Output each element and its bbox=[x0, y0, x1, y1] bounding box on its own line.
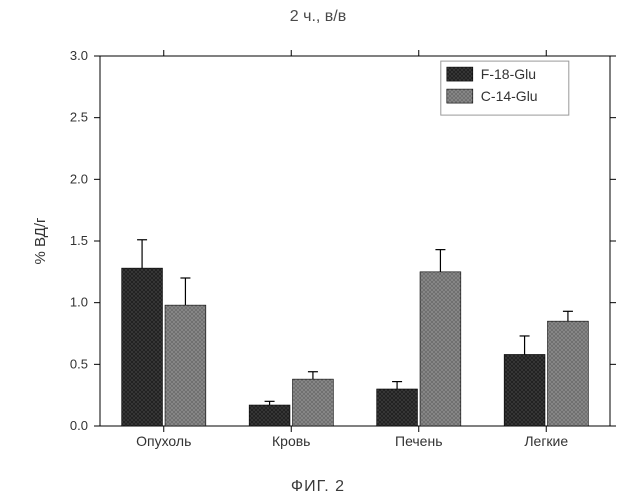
category-label: Печень bbox=[395, 433, 443, 449]
category-label: Легкие bbox=[524, 433, 568, 449]
category-label: Опухоль bbox=[136, 433, 191, 449]
bar bbox=[548, 321, 589, 426]
ytick-label: 2.5 bbox=[70, 110, 88, 125]
ytick-label: 0.0 bbox=[70, 418, 88, 433]
legend-label: C-14-Glu bbox=[481, 88, 538, 104]
y-axis-label: % ВД/г bbox=[32, 217, 49, 265]
figure-title: 2 ч., в/в bbox=[0, 8, 636, 26]
bar bbox=[420, 272, 461, 426]
category-label: Кровь bbox=[272, 433, 310, 449]
figure-caption: ФИГ. 2 bbox=[0, 478, 636, 496]
bar bbox=[165, 305, 206, 426]
legend-label: F-18-Glu bbox=[481, 66, 536, 82]
figure-wrapper: 2 ч., в/в 0.0 0.5 1.0 1.5 2.0 2.5 3.0 % ВД/г Опу… bbox=[0, 0, 636, 500]
bar bbox=[377, 389, 418, 426]
ytick-label: 3.0 bbox=[70, 48, 88, 63]
bar bbox=[293, 379, 334, 426]
ytick-label: 1.0 bbox=[70, 295, 88, 310]
bar bbox=[249, 405, 290, 426]
legend-swatch bbox=[447, 67, 473, 81]
ytick-label: 2.0 bbox=[70, 171, 88, 186]
bar bbox=[504, 354, 545, 426]
ytick-label: 1.5 bbox=[70, 233, 88, 248]
bar-chart: 0.0 0.5 1.0 1.5 2.0 2.5 3.0 % ВД/г Опухоль Кровь П… bbox=[10, 36, 626, 466]
legend-swatch bbox=[447, 89, 473, 103]
ytick-label: 0.5 bbox=[70, 356, 88, 371]
bar bbox=[122, 268, 163, 426]
